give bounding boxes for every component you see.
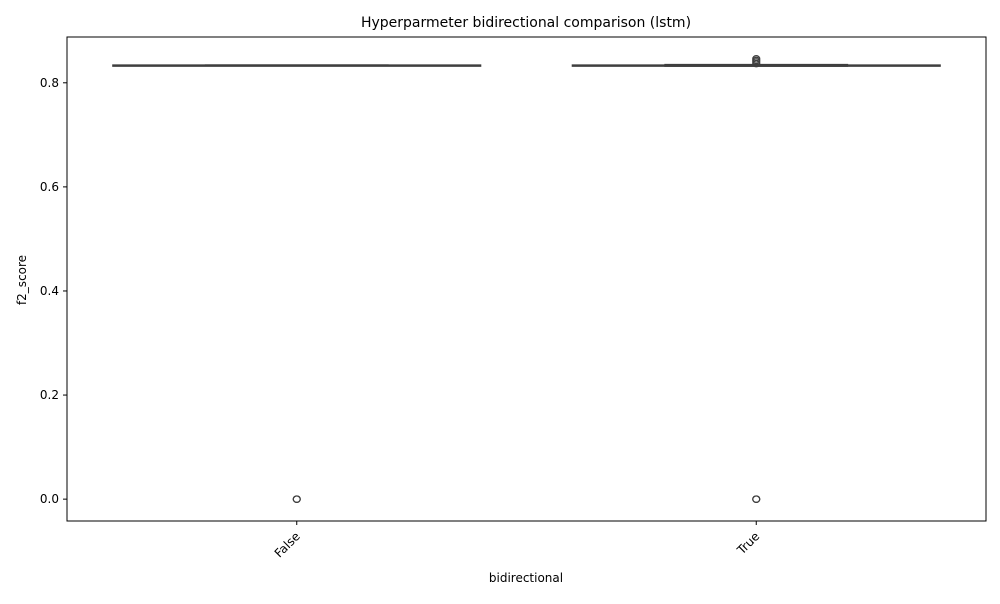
outlier-point-true	[752, 55, 761, 63]
x-tick-label-true: True	[734, 529, 763, 558]
y-tick-label: 0.0	[40, 492, 59, 506]
y-tick-label: 0.2	[40, 388, 59, 402]
y-tick-label: 0.4	[40, 284, 59, 298]
axes-frame	[66, 36, 987, 522]
outlier-point-false	[292, 495, 301, 503]
plot-area: 0.0 0.2 0.4 0.6 0.8 False True	[40, 36, 987, 560]
y-tick-label: 0.8	[40, 76, 59, 90]
chart-title: Hyperparmeter bidirectional comparison (…	[361, 15, 691, 31]
outlier-point-true	[752, 495, 761, 503]
x-tick-label-false: False	[272, 529, 303, 560]
y-axis-label: f2_score	[15, 255, 29, 305]
x-axis-label: bidirectional	[489, 571, 563, 585]
y-tick-label: 0.6	[40, 180, 59, 194]
